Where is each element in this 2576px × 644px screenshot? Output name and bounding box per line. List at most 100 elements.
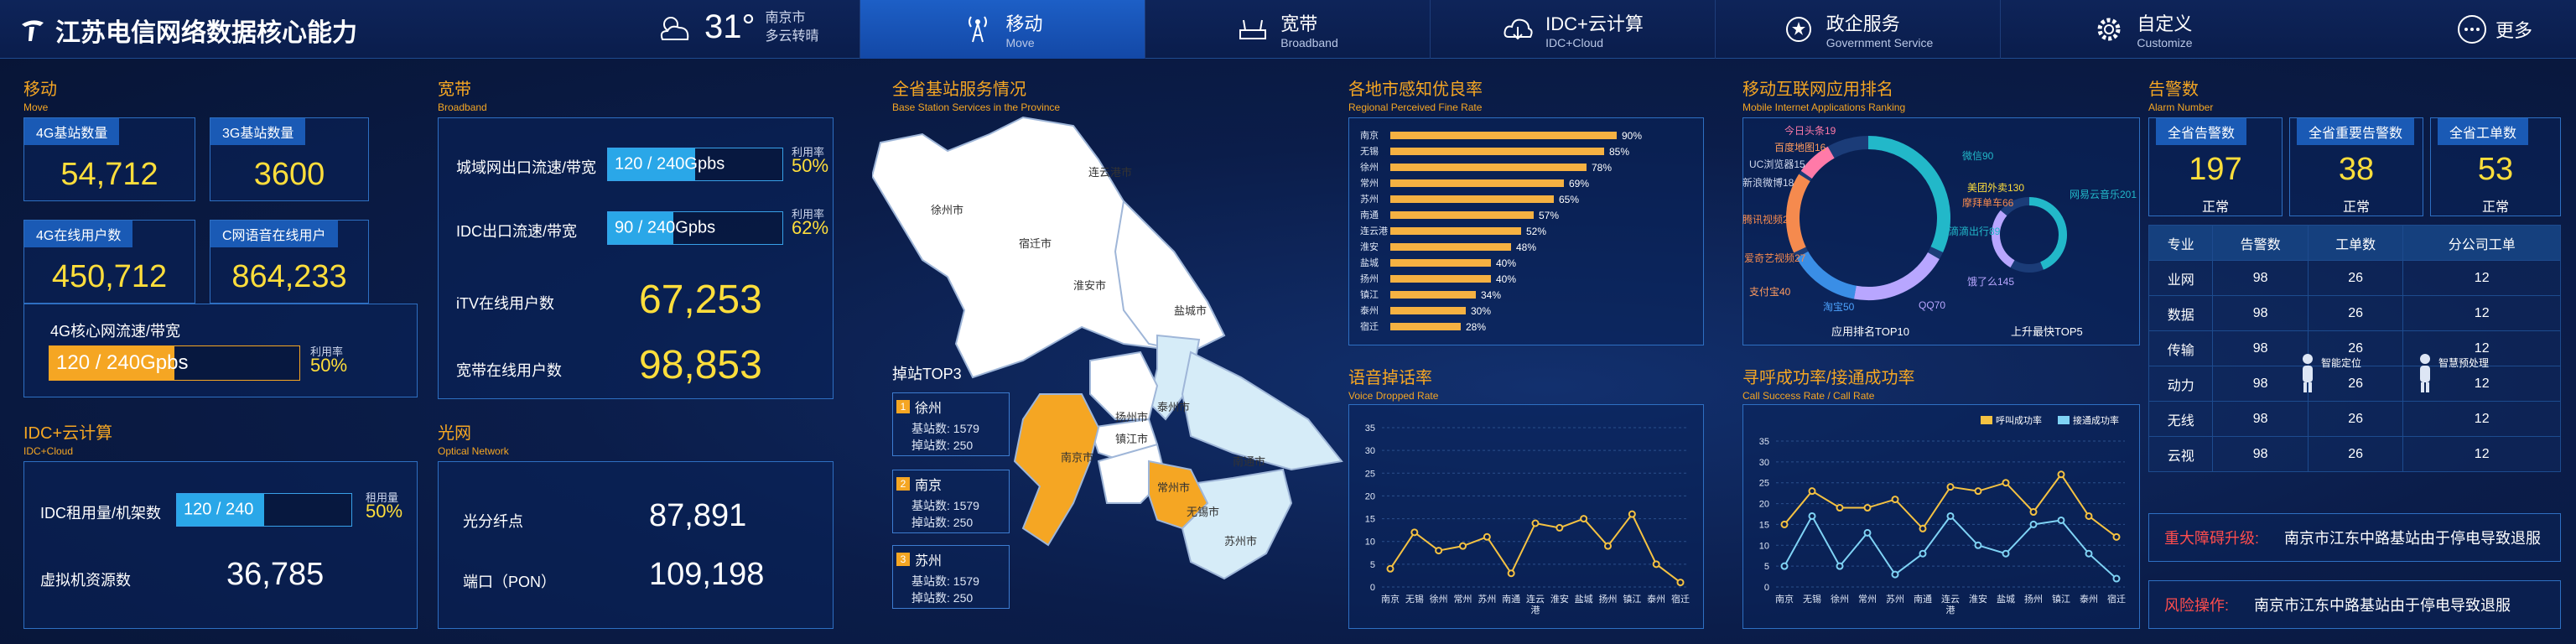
map-city-label: 淮安市 (1073, 279, 1106, 292)
data-point (2085, 512, 2093, 520)
rack-label: IDC租用量/机架数 (40, 505, 161, 522)
fiber-label: 光分纤点 (463, 513, 523, 530)
tab-move-sub: Move (1005, 36, 1035, 49)
y-tick-label: 10 (1365, 538, 1375, 548)
drop-item: 2 南京 基站数: 1579 掉站数: 250 (892, 470, 1010, 533)
table-row: 数据 98 26 12 (2148, 295, 2561, 331)
alert-risk-operation[interactable]: 风险操作: 南京市江东中路基站由于停电导致退服 (2148, 580, 2561, 629)
x-tick-label: 泰州 (1647, 593, 1665, 605)
top-bar: 江苏电信网络数据核心能力 31° 南京市 多云转晴 移动 Move 宽带 Broadb… (0, 0, 2576, 59)
data-point (1891, 496, 1899, 504)
telecom-logo-icon (22, 20, 44, 41)
map-region-wuxi[interactable] (1148, 460, 1209, 530)
idc-out-bar: 90 / 240Gpbs (607, 211, 783, 245)
x-tick-label: 泰州 (2080, 593, 2098, 605)
data-point (1919, 549, 1927, 558)
alarm-box-important: 全省重要告警数 38 正常 (2289, 117, 2423, 216)
router-icon (1239, 19, 1267, 39)
tab-broadband[interactable]: 宽带 Broadband (1145, 0, 1430, 59)
data-point (1836, 562, 1844, 570)
app-label: 美团外卖130 (1967, 182, 2024, 194)
robot-icon (2420, 354, 2430, 392)
data-point (1483, 532, 1491, 541)
data-point (1974, 487, 1982, 496)
app-label: 支付宝40 (1749, 286, 1791, 298)
province-map: 连云港市 徐州市 宿迁市 淮安市 盐城市 扬州市 泰州市 镇江市 南京市 常州市… (872, 116, 1343, 580)
app-label: 百度地图16 (1774, 141, 1826, 153)
bb-users-value: 98,853 (639, 343, 762, 387)
category-tick-label: 泰州 (1360, 304, 1379, 316)
map-city-label: 常州市 (1157, 481, 1190, 494)
x-tick-label: 徐州 (1831, 593, 1849, 605)
x-tick-label: 常州 (1858, 594, 1877, 605)
table-row: 传输 98 26 12 (2148, 330, 2561, 366)
bar (1390, 164, 1587, 171)
y-tick-label: 0 (1764, 583, 1769, 593)
rack-value: 120 / 240 (184, 500, 254, 519)
data-point (1891, 570, 1899, 579)
bar (1390, 323, 1461, 330)
alarm-box-workorders: 全省工单数 53 正常 (2430, 117, 2561, 216)
robot-icon (2303, 354, 2313, 392)
x-tick-label: 扬州 (1599, 593, 1618, 605)
x-tick-label: 常州 (1454, 594, 1472, 605)
map-region-yangzhou[interactable] (1089, 351, 1159, 420)
data-point (1946, 512, 1955, 520)
y-tick-label: 35 (1759, 437, 1769, 447)
app-label: 爱奇艺视频27 (1744, 252, 1806, 264)
data-label: 52% (1526, 226, 1546, 237)
alert-major-fault[interactable]: 重大障碍升级: 南京市江东中路基站由于停电导致退服 (2148, 513, 2561, 562)
tab-gov-service[interactable]: 政企服务 Government Service (1715, 0, 2000, 59)
gear-icon (2097, 18, 2121, 41)
data-label: 90% (1622, 130, 1642, 142)
x-tick-label: 南通 (1914, 594, 1932, 605)
data-label: 78% (1592, 162, 1612, 174)
x-tick-label: 盐城 (1575, 594, 1593, 605)
data-point (1863, 528, 1872, 537)
map-city-label: 盐城市 (1174, 304, 1207, 317)
weather-widget: 31° 南京市 多云转晴 (654, 8, 819, 46)
tab-customize-sub: Customize (2137, 36, 2193, 49)
map-region-nanjing[interactable] (1013, 393, 1100, 547)
map-city-label: 泰州市 (1157, 401, 1190, 413)
category-tick-label: 盐城 (1360, 257, 1379, 268)
drop-top3-title: 掉站TOP3 (892, 366, 962, 382)
vm-label: 虚拟机资源数 (40, 572, 131, 589)
map-region-nantong[interactable] (1181, 351, 1343, 471)
core-network-bar: 120 / 240Gpbs (49, 345, 300, 381)
rack-rate: 租用量 50% (366, 491, 403, 522)
series-line (1784, 514, 2117, 579)
tab-move[interactable]: 移动 Move (860, 0, 1145, 59)
fiber-value: 87,891 (649, 498, 747, 533)
mobile-panel-title: 移动 Move (23, 80, 57, 113)
tab-idc-sub: IDC+Cloud (1545, 36, 1603, 49)
tab-idc-cloud[interactable]: IDC+云计算 IDC+Cloud (1430, 0, 1715, 59)
alarm-table: 专业 告警数 工单数 分公司工单 业网 98 26 12 数据 98 26 12 传输 98 26 12… (2148, 225, 2561, 472)
tab-customize[interactable]: 自定义 Customize (2000, 0, 2285, 59)
voice-line-chart: 0 5 10 15 20 25 30 35 南京 无锡 徐州 常州 苏州 南通 连云港淮安 盐城 扬州 镇江 泰州宿… (1365, 423, 1690, 615)
more-button[interactable]: 更多 (2457, 0, 2532, 59)
data-point (2002, 479, 2010, 487)
map-region-taizhou[interactable] (1147, 334, 1201, 421)
donut-segment (1786, 136, 1950, 300)
pon-value: 109,198 (649, 557, 765, 592)
bar (1390, 291, 1476, 299)
bar (1390, 275, 1491, 283)
map-city-label: 连云港市 (1088, 166, 1132, 179)
app-label: 今日头条19 (1784, 124, 1836, 137)
category-tick-label: 无锡 (1360, 145, 1379, 157)
top5-caption: 上升最快TOP5 (2011, 325, 2083, 338)
category-tick-label: 南通 (1360, 210, 1379, 221)
data-label: 48% (1516, 242, 1536, 253)
legend-label: 呼叫成功率 (1996, 414, 2042, 426)
y-tick-label: 5 (1370, 560, 1375, 570)
data-point (2057, 516, 2065, 524)
y-tick-label: 15 (1759, 520, 1769, 530)
x-tick-label: 无锡 (1405, 593, 1424, 605)
data-point (1808, 487, 1816, 496)
map-city-label: 镇江市 (1115, 433, 1148, 445)
category-tick-label: 徐州 (1360, 161, 1379, 173)
y-tick-label: 30 (1759, 458, 1769, 468)
y-tick-label: 25 (1365, 469, 1375, 479)
data-point (1459, 542, 1467, 550)
